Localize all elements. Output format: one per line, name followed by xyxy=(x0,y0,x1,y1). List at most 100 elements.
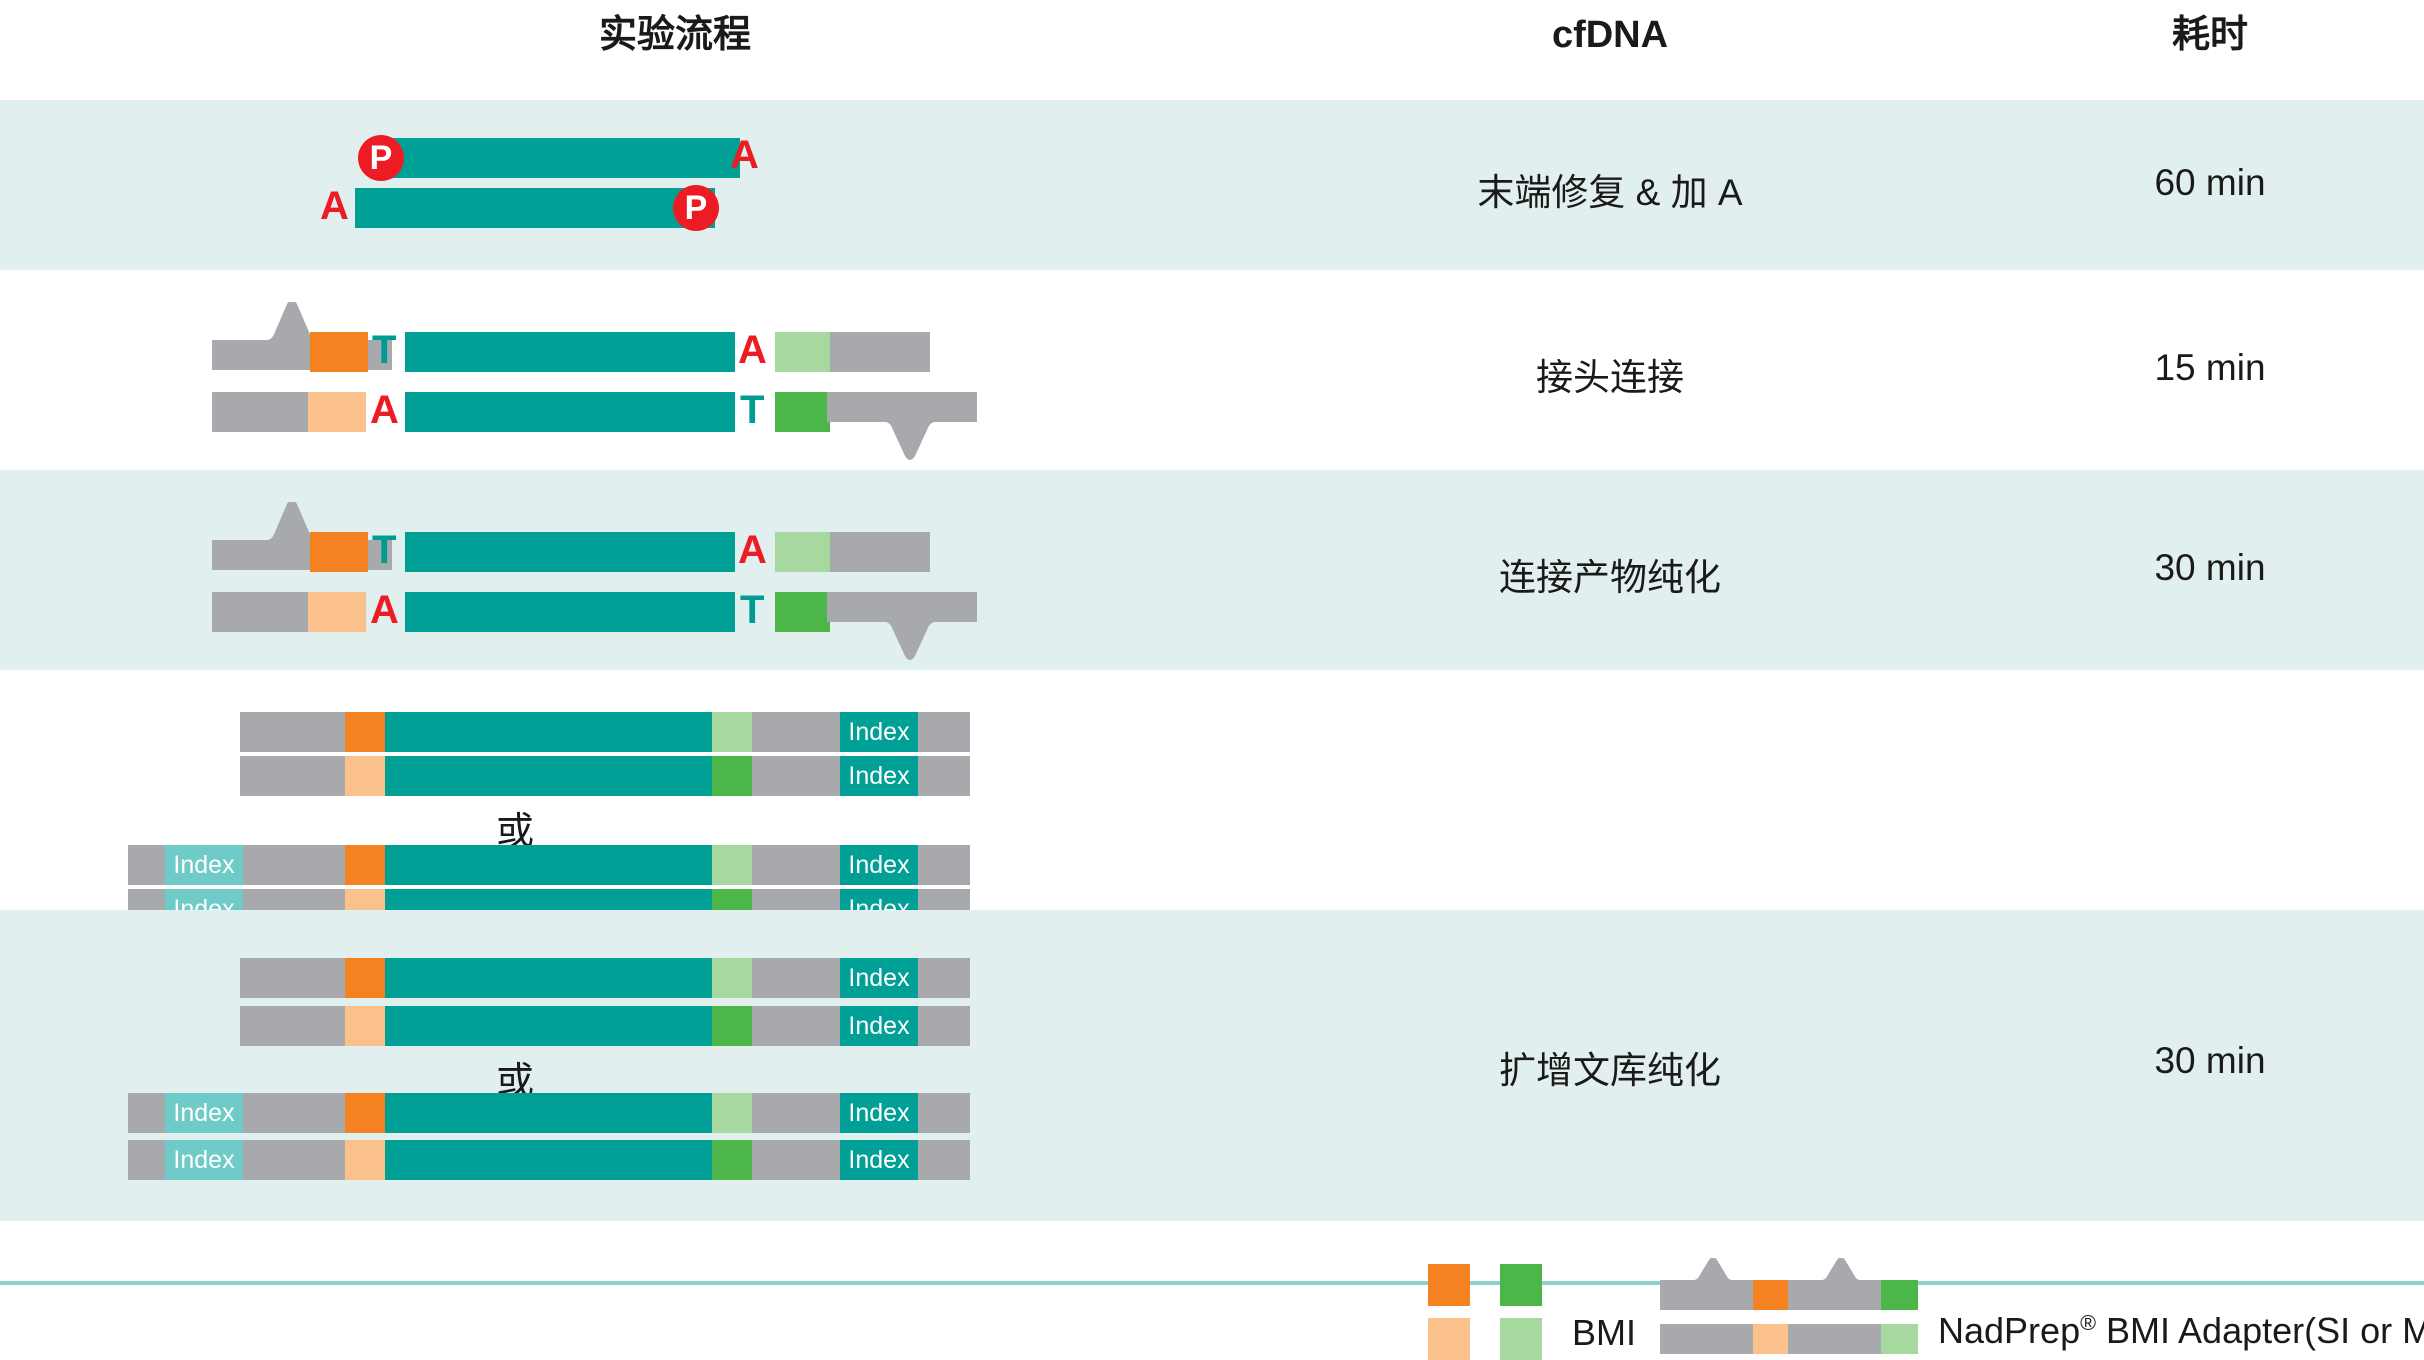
library-tail-right xyxy=(918,1006,970,1046)
index-label-right: Index xyxy=(848,1146,910,1174)
legend-adapter-icon-green xyxy=(1788,1257,1918,1310)
library-bmi-right xyxy=(712,1006,754,1046)
table-bottom-rule xyxy=(0,1281,2424,1285)
adapter-bmi-bottom-right xyxy=(775,592,830,632)
legend-adapter-brand: NadPrep xyxy=(1938,1310,2081,1351)
base-letter-t-top: T xyxy=(372,528,397,572)
library-arm-left xyxy=(240,1006,350,1046)
library-arm-left xyxy=(240,712,350,752)
dna-strand-top xyxy=(380,138,740,178)
adapter-bmi-top xyxy=(310,332,368,372)
adapter-hairpin-bottom xyxy=(827,392,977,460)
dna-insert-bottom xyxy=(405,392,735,432)
library-arm-right xyxy=(752,1140,852,1180)
index-label-right: Index xyxy=(848,1012,910,1040)
table-header: 实验流程 cfDNA 耗时 xyxy=(0,0,2424,100)
library-arm-left xyxy=(240,756,350,796)
legend-swatch-bmi-green xyxy=(1500,1264,1542,1306)
library-arm-right xyxy=(752,845,852,885)
index-box-right xyxy=(840,756,918,796)
adapter-bmi-top-right xyxy=(775,332,830,372)
step-name: 扩增文库纯化 xyxy=(1499,1050,1721,1091)
legend-label-adapter: NadPrep® BMI Adapter(SI or MDI) xyxy=(1938,1310,2424,1352)
step-duration: 30 min xyxy=(2154,1040,2266,1081)
legend-adapter-registered-mark: ® xyxy=(2080,1310,2097,1335)
index-box-right xyxy=(840,958,918,998)
library-insert xyxy=(385,756,715,796)
index-box-left xyxy=(165,845,243,885)
library-tail-right xyxy=(918,845,970,885)
dna-insert-bottom xyxy=(405,592,735,632)
step-name: 末端修复 & 加 A xyxy=(1477,172,1743,213)
base-letter-a-bottom: A xyxy=(370,588,399,632)
base-letter-a-bottom: A xyxy=(320,184,349,228)
base-letter-t-bottom: T xyxy=(740,588,765,632)
legend: BMI NadPrep® BMI Adapter(SI or MDI) xyxy=(0,1240,2424,1360)
dna-insert-top xyxy=(405,532,735,572)
phosphate-marker-bottom: P xyxy=(673,185,719,231)
column-header-workflow: 实验流程 xyxy=(598,14,751,56)
library-bmi-left xyxy=(345,1006,385,1046)
base-letter-t-top: T xyxy=(372,328,397,372)
adapter-bmi-top-right xyxy=(775,532,830,572)
library-insert xyxy=(385,712,715,752)
library-bmi-right xyxy=(712,756,754,796)
table-row: Index Index 或 Index Index Index Index 扩增… xyxy=(0,910,2424,1221)
library-bmi-left xyxy=(345,1140,385,1180)
index-box-right xyxy=(840,1093,918,1133)
table-row: P A A P 末端修复 & 加 A 60 min xyxy=(0,100,2424,270)
base-letter-a-top: A xyxy=(738,528,767,572)
index-label-left: Index xyxy=(173,1146,235,1174)
legend-swatch-bmi-orange-light xyxy=(1428,1318,1470,1360)
table-row: T A A T 接头连接 15 min xyxy=(0,270,2424,470)
column-header-cfdna: cfDNA xyxy=(1551,14,1669,56)
library-bmi-left xyxy=(345,712,385,752)
base-letter-t-bottom: T xyxy=(740,388,765,432)
library-bmi-left xyxy=(345,845,385,885)
step-duration: 15 min xyxy=(2154,347,2266,388)
phosphate-marker-top: P xyxy=(358,135,404,181)
adapter-bmi-bottom xyxy=(308,392,366,432)
index-label-right: Index xyxy=(848,718,910,746)
library-tail-right xyxy=(918,756,970,796)
step-duration: 30 min xyxy=(2154,547,2266,588)
library-bmi-left xyxy=(345,958,385,998)
adapter-bmi-top xyxy=(310,532,368,572)
library-bmi-left xyxy=(345,756,385,796)
library-arm-right xyxy=(752,712,852,752)
base-letter-a-top: A xyxy=(730,133,759,177)
library-bmi-right xyxy=(712,958,754,998)
library-arm-right xyxy=(752,756,852,796)
step-name: 接头连接 xyxy=(1536,357,1684,398)
index-box-right xyxy=(840,712,918,752)
legend-swatch-bmi-orange xyxy=(1428,1264,1470,1306)
library-tail-right xyxy=(918,1093,970,1133)
legend-adapter-rest: BMI Adapter(SI or MDI) xyxy=(2106,1310,2424,1351)
legend-adapter-icon-orange xyxy=(1660,1257,1790,1310)
library-tail-right xyxy=(918,1140,970,1180)
step-name: 连接产物纯化 xyxy=(1499,557,1721,598)
index-box-right xyxy=(840,1006,918,1046)
legend-adapter-bmi-green-light xyxy=(1881,1324,1918,1354)
dna-insert-top xyxy=(405,332,735,372)
library-insert xyxy=(385,1140,715,1180)
library-bmi-right xyxy=(712,1093,754,1133)
adapter-arm-top-right xyxy=(830,332,930,372)
index-box-right xyxy=(840,845,918,885)
library-insert xyxy=(385,1006,715,1046)
library-tail-right xyxy=(918,958,970,998)
index-box-left xyxy=(165,1093,243,1133)
library-bmi-right xyxy=(712,1140,754,1180)
table-row: T A A T 连接产物纯化 30 min xyxy=(0,470,2424,670)
library-arm-right xyxy=(752,1006,852,1046)
library-arm-left xyxy=(240,958,350,998)
library-bmi-right xyxy=(712,845,754,885)
library-insert xyxy=(385,958,715,998)
legend-adapter-bmi-orange-light xyxy=(1753,1324,1790,1354)
dna-strand-bottom xyxy=(355,188,715,228)
table-row: Index Index 或 Index Index Index Index xyxy=(0,670,2424,1009)
library-arm-right xyxy=(752,1093,852,1133)
library-tail-right xyxy=(918,712,970,752)
legend-label-bmi: BMI xyxy=(1572,1312,1637,1353)
library-bmi-left xyxy=(345,1093,385,1133)
